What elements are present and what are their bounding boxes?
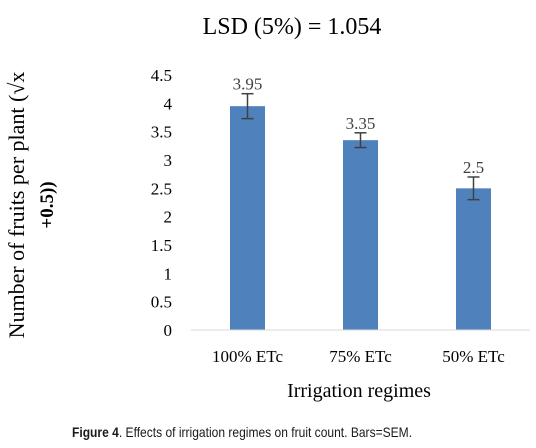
data-label: 3.35 [346, 114, 376, 133]
figure-caption-text: . Effects of irrigation regimes on fruit… [118, 424, 413, 440]
error-bar [354, 132, 367, 149]
data-labels: 3.95 3.35 2.5 [233, 75, 485, 177]
y-tick-label: 3 [164, 151, 173, 170]
data-label: 3.95 [233, 75, 263, 94]
y-tick-label: 0.5 [151, 293, 172, 312]
y-axis-label-line-1: Number of fruits per plant (√x [4, 72, 29, 339]
y-tick-label: 2.5 [151, 179, 172, 198]
y-axis-ticks: 0 0.5 1 1.5 2 2.5 3 3.5 4 4.5 [151, 66, 173, 340]
y-tick-label: 2 [164, 208, 173, 227]
y-tick-label: 1 [164, 264, 173, 283]
y-tick-label: 3.5 [151, 123, 172, 142]
y-tick-label: 4.5 [151, 66, 172, 85]
x-axis-label: Irrigation regimes [287, 380, 431, 402]
chart-title: LSD (5%) = 1.054 [203, 14, 382, 40]
x-tick-label: 100% ETc [212, 347, 283, 366]
bar [342, 140, 379, 330]
bar [455, 188, 492, 330]
data-label: 2.5 [463, 158, 484, 177]
y-tick-label: 4 [164, 94, 173, 113]
error-bar [241, 92, 254, 120]
figure-caption-label: Figure 4 [72, 424, 119, 440]
figure-caption: Figure 4. Effects of irrigation regimes … [72, 424, 468, 440]
x-tick-label: 75% ETc [329, 347, 392, 366]
y-axis-label-line-2: +0.5)) [37, 181, 58, 228]
error-bars [241, 92, 480, 201]
y-axis-label: Number of fruits per plant (√x +0.5)) [4, 72, 58, 339]
bar [229, 106, 266, 331]
y-tick-label: 0 [164, 321, 173, 340]
x-axis-tick-labels: 100% ETc 75% ETc 50% ETc [212, 347, 505, 366]
bars [229, 106, 492, 331]
error-bar [467, 176, 480, 201]
x-tick-label: 50% ETc [442, 347, 505, 366]
y-tick-label: 1.5 [151, 236, 172, 255]
